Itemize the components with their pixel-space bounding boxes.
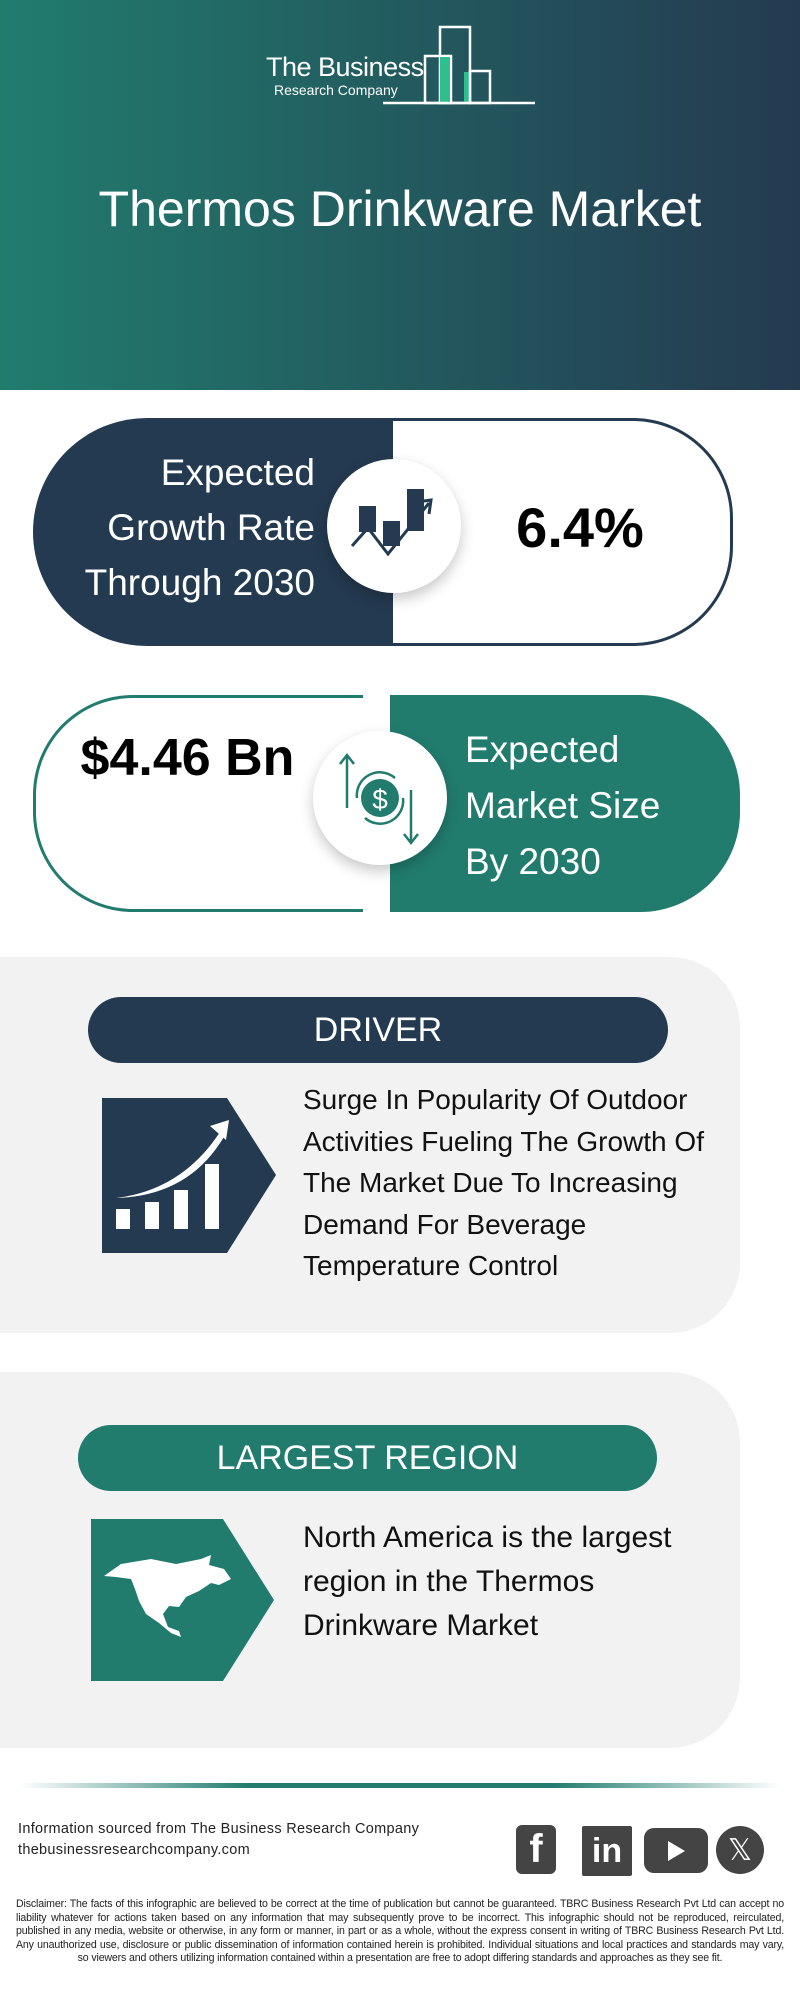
dollar-exchange-icon: $ [339, 752, 419, 846]
logo-text-line1: The Business [266, 52, 424, 82]
driver-heading: DRIVER [88, 997, 668, 1063]
logo-buildings-icon [383, 25, 535, 105]
region-text: North America is the largest region in t… [303, 1521, 672, 1642]
logo-text-line2: Research Company [274, 82, 398, 98]
market-size-label-panel [390, 695, 740, 912]
header-banner: The Business Research Company Thermos Dr… [0, 0, 800, 390]
youtube-icon[interactable] [644, 1828, 708, 1873]
growth-chart-icon [350, 489, 433, 557]
growth-value-panel [383, 418, 733, 646]
page-title: Thermos Drinkware Market [98, 181, 702, 237]
market-size-label: Expected Market Size By 2030 [465, 729, 661, 882]
svg-text:$: $ [372, 784, 388, 815]
market-size-value-panel [33, 695, 363, 912]
driver-text: Surge In Popularity Of Outdoor Activitie… [303, 1084, 704, 1281]
x-icon[interactable]: 𝕏 [716, 1826, 764, 1874]
growth-icon-circle [327, 459, 461, 593]
footer-divider [20, 1783, 780, 1788]
disclaimer: Disclaimer: The facts of this infographi… [16, 1898, 784, 1965]
market-size-icon-circle: $ [313, 731, 447, 865]
north-america-map-icon [91, 1519, 274, 1681]
website-link[interactable]: thebusinessresearchcompany.com [18, 1842, 250, 1858]
region-heading: LARGEST REGION [78, 1425, 657, 1491]
growth-label: Expected Growth Rate Through 2030 [84, 452, 315, 603]
market-size-value: $4.46 Bn [80, 729, 295, 787]
rising-bar-chart-icon [102, 1098, 276, 1253]
linkedin-icon[interactable]: in [582, 1826, 632, 1876]
source-text: Information sourced from The Business Re… [18, 1821, 420, 1837]
facebook-icon[interactable]: f [516, 1825, 556, 1874]
growth-value: 6.4% [516, 496, 644, 559]
